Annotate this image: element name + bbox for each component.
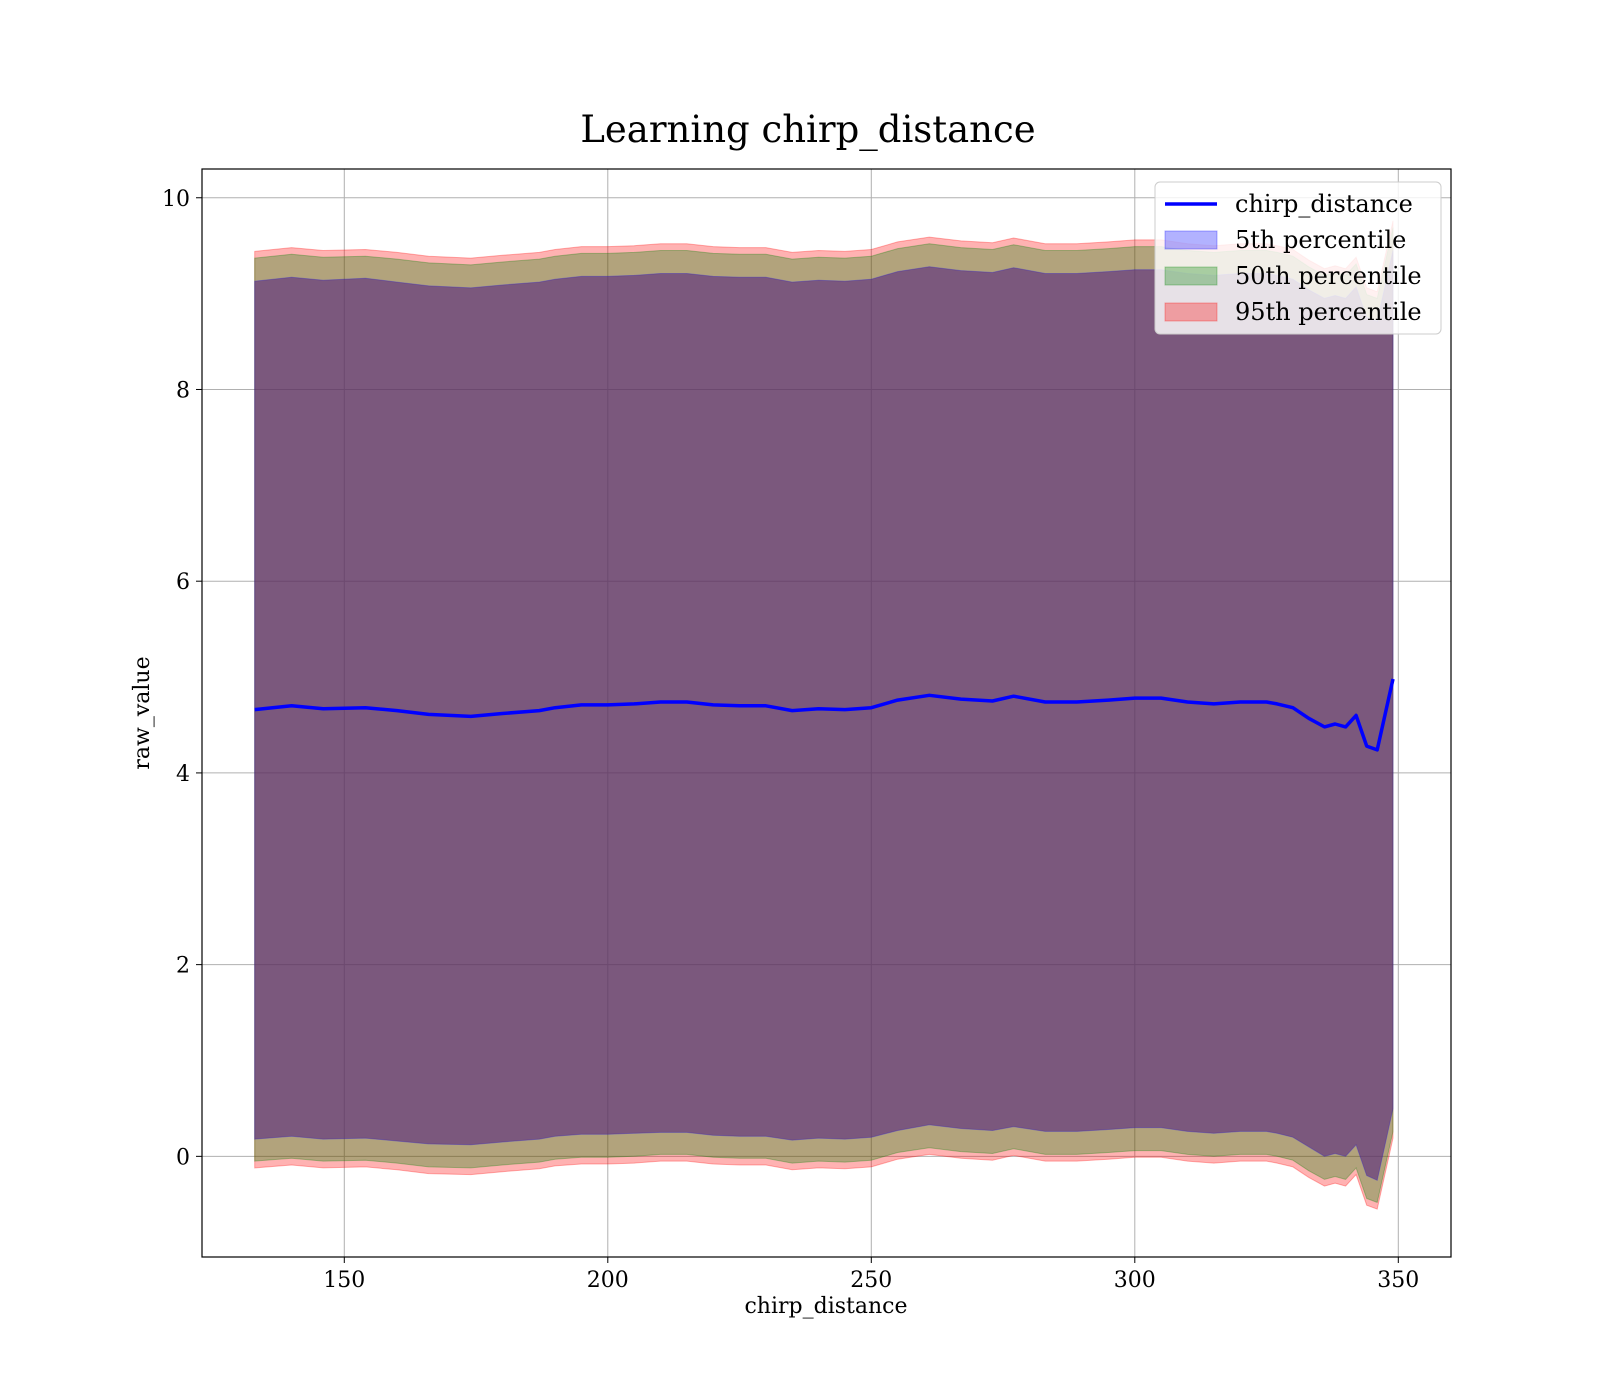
band-50th-percentile <box>254 227 1394 1204</box>
y-tick-label: 0 <box>176 1145 190 1170</box>
y-tick-label: 4 <box>176 762 190 787</box>
legend: chirp_distance 5th percentile 50th percent… <box>1154 181 1442 335</box>
legend-label: 5th percentile <box>1235 226 1406 254</box>
x-axis-ticks: 150 200 250 300 350 <box>323 1257 1419 1293</box>
x-tick-label: 150 <box>323 1268 365 1293</box>
y-axis-label: raw_value <box>130 656 155 769</box>
y-tick-label: 6 <box>176 570 190 595</box>
legend-label: 50th percentile <box>1235 262 1422 290</box>
legend-swatch <box>1164 266 1218 286</box>
x-tick-label: 300 <box>1114 1268 1156 1293</box>
plot-frame <box>201 168 1452 1258</box>
y-tick-label: 2 <box>176 954 190 979</box>
legend-label: chirp_distance <box>1235 190 1413 218</box>
y-axis-ticks: 0 2 4 6 8 10 <box>162 187 202 1170</box>
x-tick-label: 250 <box>850 1268 892 1293</box>
percentile-bands <box>254 220 1394 1210</box>
chart-title: Learning chirp_distance <box>580 108 1035 152</box>
legend-label: 95th percentile <box>1235 298 1422 326</box>
band-95th-percentile <box>254 220 1394 1210</box>
y-tick-label: 8 <box>176 378 190 403</box>
legend-swatch <box>1164 302 1218 322</box>
x-axis-label: chirp_distance <box>744 1294 907 1319</box>
legend-box <box>1154 181 1442 335</box>
series-line-chirp-distance <box>254 678 1395 752</box>
band-overlap <box>254 250 1394 1181</box>
y-tick-label: 10 <box>162 187 190 212</box>
x-tick-label: 200 <box>587 1268 629 1293</box>
series-lines <box>254 678 1395 752</box>
band-5th-percentile <box>254 250 1394 1182</box>
legend-swatch <box>1164 230 1218 250</box>
x-tick-label: 350 <box>1377 1268 1419 1293</box>
